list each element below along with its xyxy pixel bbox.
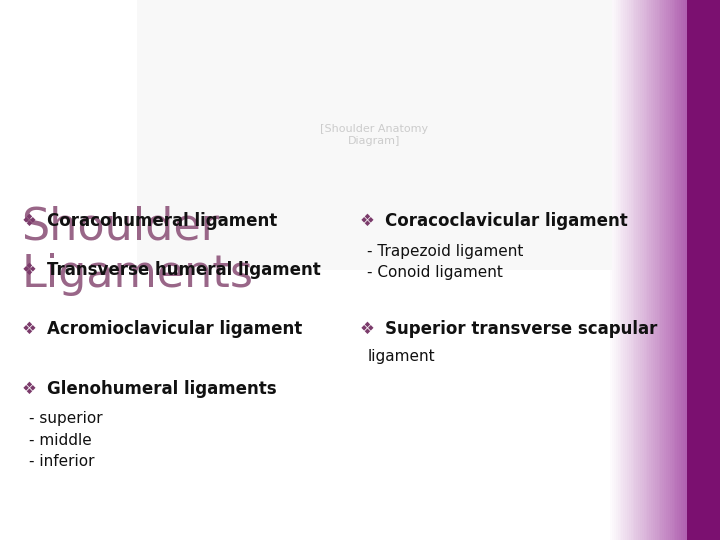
Bar: [659, 0, 660, 540]
Text: Acromioclavicular ligament: Acromioclavicular ligament: [47, 320, 302, 339]
Bar: [685, 0, 687, 540]
Bar: [618, 0, 620, 540]
Bar: [700, 0, 701, 540]
Text: - inferior: - inferior: [29, 454, 94, 469]
Bar: [646, 0, 647, 540]
Text: Superior transverse scapular: Superior transverse scapular: [385, 320, 657, 339]
Bar: [644, 0, 646, 540]
Text: Shoulder
Ligaments: Shoulder Ligaments: [22, 205, 253, 296]
Bar: [690, 0, 692, 540]
Bar: [611, 0, 612, 540]
Bar: [619, 0, 621, 540]
Bar: [679, 0, 681, 540]
Bar: [627, 0, 629, 540]
Bar: [683, 0, 685, 540]
Bar: [687, 0, 720, 540]
Bar: [612, 0, 614, 540]
Bar: [703, 0, 705, 540]
Bar: [714, 0, 716, 540]
Bar: [636, 0, 638, 540]
Bar: [647, 0, 649, 540]
Bar: [638, 0, 640, 540]
Bar: [678, 0, 679, 540]
Bar: [681, 0, 683, 540]
Bar: [657, 0, 659, 540]
Bar: [666, 0, 668, 540]
Bar: [711, 0, 713, 540]
Bar: [673, 0, 675, 540]
Text: ligament: ligament: [367, 349, 435, 364]
Bar: [614, 0, 616, 540]
Text: - Trapezoid ligament: - Trapezoid ligament: [367, 244, 523, 259]
Text: Transverse humeral ligament: Transverse humeral ligament: [47, 261, 320, 279]
Bar: [651, 0, 653, 540]
Text: ❖: ❖: [360, 212, 375, 231]
Bar: [718, 0, 720, 540]
Bar: [696, 0, 698, 540]
Bar: [616, 0, 618, 540]
Text: ❖: ❖: [22, 261, 37, 279]
Bar: [672, 0, 673, 540]
Bar: [624, 0, 625, 540]
Bar: [634, 0, 636, 540]
Bar: [670, 0, 672, 540]
Text: - Conoid ligament: - Conoid ligament: [367, 265, 503, 280]
Bar: [698, 0, 700, 540]
Bar: [687, 0, 688, 540]
Bar: [655, 0, 657, 540]
Bar: [692, 0, 694, 540]
Bar: [668, 0, 670, 540]
Bar: [625, 0, 627, 540]
Bar: [649, 0, 651, 540]
Text: ❖: ❖: [360, 320, 375, 339]
Bar: [713, 0, 714, 540]
Bar: [701, 0, 703, 540]
Bar: [660, 0, 662, 540]
Text: Coracohumeral ligament: Coracohumeral ligament: [47, 212, 277, 231]
Bar: [633, 0, 634, 540]
Bar: [675, 0, 678, 540]
Bar: [631, 0, 633, 540]
Text: Coracoclavicular ligament: Coracoclavicular ligament: [385, 212, 628, 231]
Bar: [137, 0, 612, 270]
Text: Glenohumeral ligaments: Glenohumeral ligaments: [47, 380, 276, 398]
Text: ❖: ❖: [22, 320, 37, 339]
Bar: [629, 0, 631, 540]
Bar: [665, 0, 666, 540]
Bar: [621, 0, 624, 540]
Text: - middle: - middle: [29, 433, 91, 448]
Bar: [705, 0, 707, 540]
Text: [Shoulder Anatomy
Diagram]: [Shoulder Anatomy Diagram]: [320, 124, 428, 146]
Bar: [640, 0, 642, 540]
Bar: [708, 0, 711, 540]
Bar: [662, 0, 664, 540]
Bar: [688, 0, 690, 540]
Bar: [707, 0, 708, 540]
Text: ❖: ❖: [22, 212, 37, 231]
Bar: [642, 0, 644, 540]
Bar: [653, 0, 655, 540]
Bar: [608, 0, 611, 540]
Text: - superior: - superior: [29, 411, 102, 426]
Bar: [694, 0, 696, 540]
Text: ❖: ❖: [22, 380, 37, 398]
Bar: [716, 0, 718, 540]
